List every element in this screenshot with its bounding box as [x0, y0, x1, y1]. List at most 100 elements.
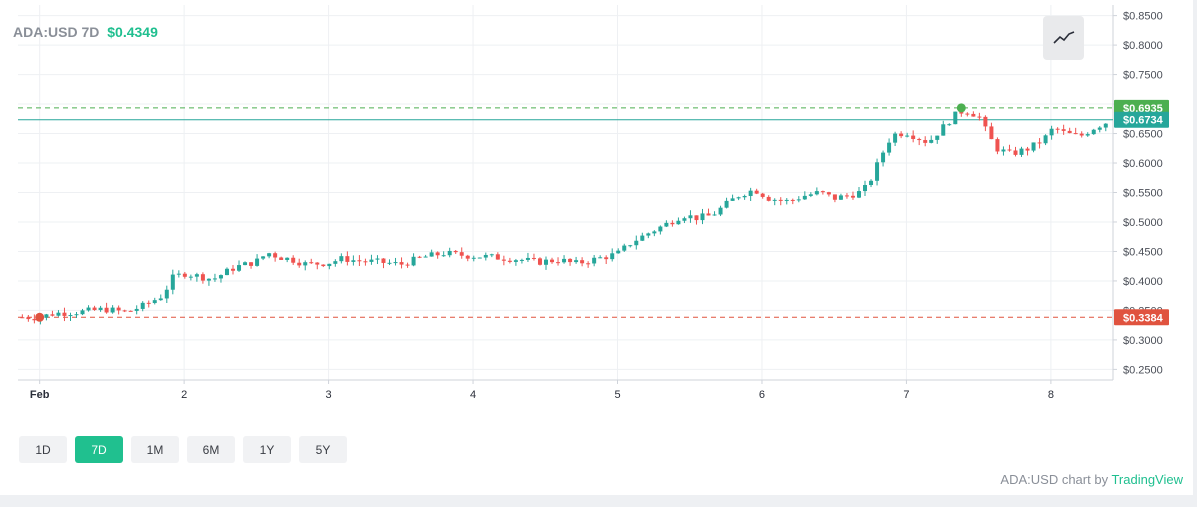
- price-label-current: $0.6734: [1123, 115, 1164, 127]
- candle-down: [231, 268, 236, 271]
- candle-up: [206, 278, 211, 281]
- candle-up: [489, 254, 494, 256]
- candle-down: [820, 191, 825, 193]
- candle-up: [237, 265, 242, 271]
- candle-down: [670, 222, 675, 225]
- range-button-1y[interactable]: 1Y: [243, 436, 291, 463]
- candle-up: [941, 124, 946, 136]
- candle-up: [194, 274, 199, 277]
- candle-down: [1079, 133, 1084, 136]
- candle-down: [911, 135, 916, 139]
- candle-down: [604, 257, 609, 260]
- candle-down: [537, 258, 542, 265]
- x-tick-label: 5: [614, 389, 620, 401]
- x-tick-label: 7: [903, 389, 909, 401]
- candle-up: [243, 262, 248, 266]
- x-tick-label: 3: [326, 389, 332, 401]
- candle-down: [1061, 129, 1066, 131]
- candle-up: [652, 231, 657, 234]
- candle-down: [556, 262, 561, 264]
- candle-down: [706, 213, 711, 216]
- candle-down: [760, 193, 765, 197]
- candle-down: [790, 199, 795, 201]
- high-marker-dot: [956, 103, 966, 113]
- candle-up: [640, 235, 645, 241]
- candle-up: [255, 258, 260, 266]
- candle-up: [441, 255, 446, 257]
- candle-up: [351, 260, 356, 262]
- candle-down: [128, 310, 133, 312]
- candle-down: [50, 314, 55, 316]
- candle-up: [634, 240, 639, 246]
- candle-up: [802, 195, 807, 200]
- candle-up: [863, 185, 868, 192]
- candle-up: [218, 275, 223, 279]
- chart-type-button[interactable]: [1043, 16, 1084, 60]
- candle-up: [303, 262, 308, 266]
- candle-up: [718, 207, 723, 215]
- candle-up: [1091, 129, 1096, 135]
- candle-up: [929, 139, 934, 143]
- candle-up: [1019, 148, 1024, 155]
- price-label-bg-low: [1114, 309, 1169, 326]
- x-tick-label: 4: [470, 389, 476, 401]
- candle-down: [754, 190, 759, 194]
- candle-down: [850, 195, 855, 198]
- candle-up: [953, 111, 958, 125]
- candle-up: [893, 133, 898, 143]
- price-label-low: $0.3384: [1123, 312, 1164, 324]
- y-tick-label: $0.5000: [1123, 217, 1163, 229]
- candle-down: [381, 258, 386, 263]
- candle-up: [808, 194, 813, 196]
- candle-down: [465, 255, 470, 259]
- candle-down: [249, 262, 254, 266]
- y-tick-label: $0.7500: [1123, 70, 1163, 82]
- y-tick-label: $0.6500: [1123, 129, 1163, 141]
- candle-up: [525, 257, 530, 260]
- candle-down: [844, 195, 849, 197]
- tradingview-link[interactable]: TradingView: [1111, 472, 1183, 487]
- y-tick-label: $0.5500: [1123, 188, 1163, 200]
- candle-up: [333, 261, 338, 264]
- candle-up: [664, 222, 669, 227]
- candle-down: [459, 252, 464, 256]
- candle-up: [224, 268, 229, 276]
- candle-down: [531, 257, 536, 259]
- credit-prefix: ADA:USD chart by: [1000, 472, 1112, 487]
- y-tick-label: $0.4500: [1123, 246, 1163, 258]
- candle-up: [610, 253, 615, 260]
- candle-down: [1055, 128, 1060, 130]
- candle-down: [766, 196, 771, 201]
- candle-down: [62, 312, 67, 316]
- candle-up: [140, 302, 145, 309]
- range-button-5y[interactable]: 5Y: [299, 436, 347, 463]
- candle-down: [26, 317, 31, 320]
- candle-up: [784, 199, 789, 201]
- candle-up: [285, 257, 290, 260]
- legend-symbol: ADA:USD: [13, 24, 78, 40]
- candle-up: [598, 257, 603, 259]
- candle-up: [152, 300, 157, 304]
- range-button-1d[interactable]: 1D: [19, 436, 67, 463]
- candle-up: [369, 259, 374, 262]
- y-tick-label: $0.4000: [1123, 276, 1163, 288]
- range-button-6m[interactable]: 6M: [187, 436, 235, 463]
- range-button-7d[interactable]: 7D: [75, 436, 123, 463]
- candle-down: [507, 260, 512, 262]
- candle-up: [736, 197, 741, 199]
- candle-down: [200, 274, 205, 281]
- candle-up: [796, 199, 801, 201]
- candle-up: [748, 190, 753, 196]
- candle-up: [676, 220, 681, 225]
- candle-down: [453, 250, 458, 253]
- x-tick-label: 8: [1048, 389, 1054, 401]
- range-button-1m[interactable]: 1M: [131, 436, 179, 463]
- candle-down: [435, 252, 440, 256]
- candle-up: [814, 191, 819, 195]
- candle-up: [519, 259, 524, 261]
- candle-down: [917, 138, 922, 141]
- candle-up: [483, 254, 488, 258]
- candle-down: [321, 264, 326, 267]
- candle-up: [947, 124, 952, 126]
